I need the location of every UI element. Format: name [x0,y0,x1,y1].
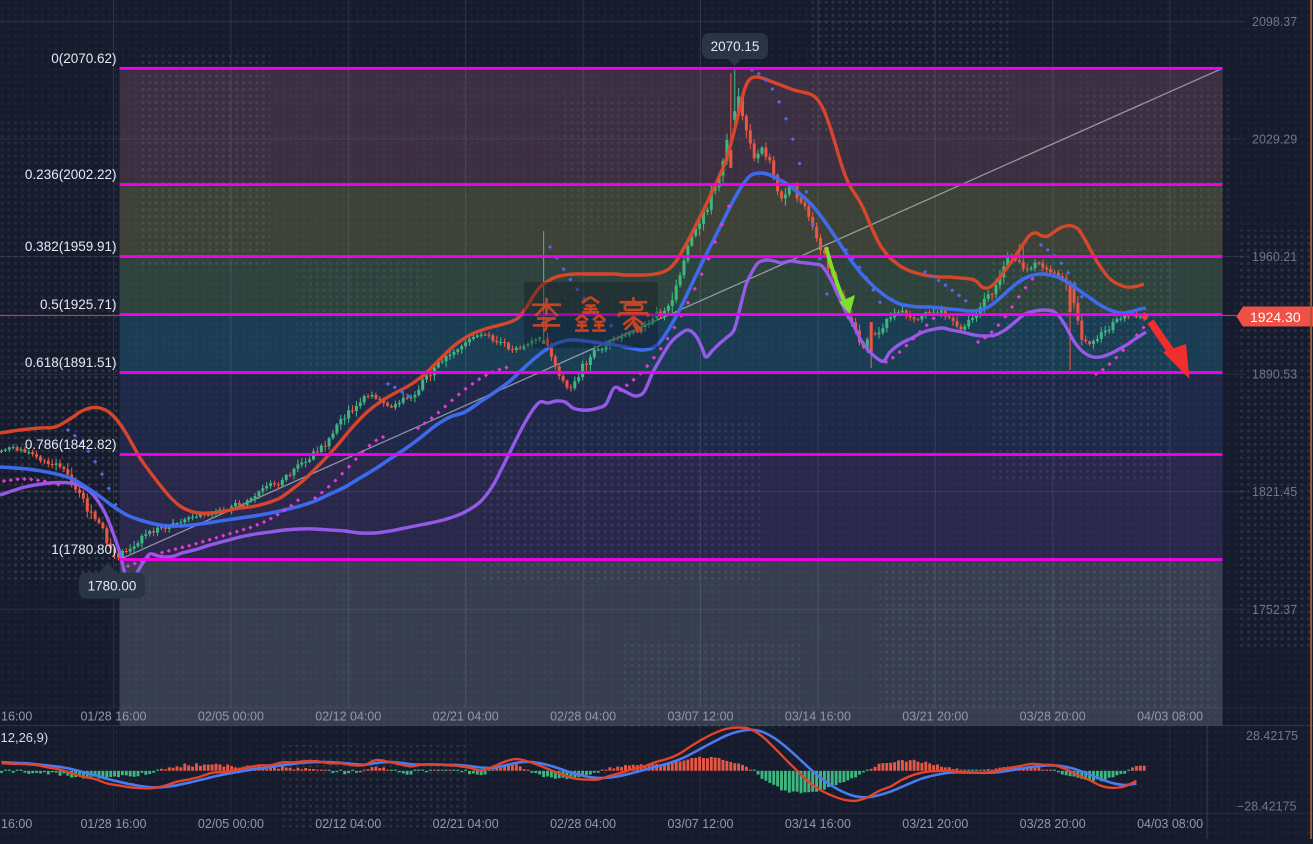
svg-text:1752.37: 1752.37 [1252,603,1297,617]
svg-text:0.236(2002.22): 0.236(2002.22) [25,167,117,182]
svg-text:−28.42175: −28.42175 [1237,800,1296,814]
svg-text:04/03 08:00: 04/03 08:00 [1137,817,1203,831]
svg-text:03/28 20:00: 03/28 20:00 [1020,710,1086,724]
svg-text:03/14 16:00: 03/14 16:00 [785,817,851,831]
svg-text:28.42175: 28.42175 [1246,729,1298,743]
svg-text:1821.45: 1821.45 [1252,485,1297,499]
svg-text:03/07 12:00: 03/07 12:00 [667,817,733,831]
svg-text:01/28 16:00: 01/28 16:00 [80,710,146,724]
svg-text:0.5(1925.71): 0.5(1925.71) [40,297,117,312]
svg-text:03/21 20:00: 03/21 20:00 [902,710,968,724]
svg-text:1890.53: 1890.53 [1252,368,1297,382]
svg-text:02/28 04:00: 02/28 04:00 [550,710,616,724]
svg-text:0(2070.62): 0(2070.62) [51,51,116,66]
svg-text:03/28 20:00: 03/28 20:00 [1020,817,1086,831]
svg-text:1960.21: 1960.21 [1252,250,1297,264]
svg-text:1780.00: 1780.00 [88,579,137,594]
svg-text:2098.37: 2098.37 [1252,15,1297,29]
svg-text:0.618(1891.51): 0.618(1891.51) [25,355,117,370]
svg-text:12,26,9): 12,26,9) [1,730,49,745]
svg-text:02/12 04:00: 02/12 04:00 [315,710,381,724]
svg-text:04/03 08:00: 04/03 08:00 [1137,710,1203,724]
svg-text:03/14 16:00: 03/14 16:00 [785,710,851,724]
svg-text:01/28 16:00: 01/28 16:00 [80,817,146,831]
svg-text:02/21 04:00: 02/21 04:00 [433,710,499,724]
svg-text:1(1780.80): 1(1780.80) [51,542,116,557]
svg-text:0.382(1959.91): 0.382(1959.91) [25,239,117,254]
svg-text:02/05 00:00: 02/05 00:00 [198,710,264,724]
svg-text:02/12 04:00: 02/12 04:00 [315,817,381,831]
svg-text:02/05 00:00: 02/05 00:00 [198,817,264,831]
svg-text:2070.15: 2070.15 [711,39,760,54]
svg-text:2029.29: 2029.29 [1252,132,1297,146]
svg-text:02/21 04:00: 02/21 04:00 [433,817,499,831]
svg-text:02/28 04:00: 02/28 04:00 [550,817,616,831]
svg-text:03/07 12:00: 03/07 12:00 [667,710,733,724]
svg-text:16:00: 16:00 [1,710,32,724]
svg-text:1924.30: 1924.30 [1250,309,1301,325]
svg-text:0.786(1842.82): 0.786(1842.82) [25,437,117,452]
svg-text:03/21 20:00: 03/21 20:00 [902,817,968,831]
svg-text:16:00: 16:00 [1,817,32,831]
